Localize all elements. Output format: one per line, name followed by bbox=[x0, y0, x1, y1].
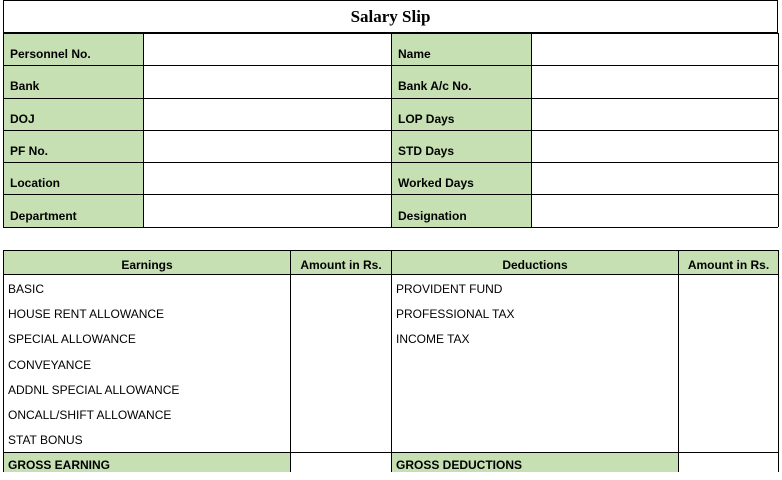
totals-row: GROSS EARNING GROSS DEDUCTIONS bbox=[3, 452, 779, 473]
info-value[interactable] bbox=[532, 97, 779, 130]
earnings-deductions-table: Earnings Amount in Rs. Deductions Amount… bbox=[3, 250, 779, 473]
deductions-header: Deductions bbox=[392, 250, 679, 275]
slip-title: Salary Slip bbox=[350, 6, 431, 26]
earning-item: HOUSE RENT ALLOWANCE bbox=[8, 306, 165, 321]
info-value[interactable] bbox=[144, 129, 392, 163]
info-value[interactable] bbox=[532, 129, 779, 163]
earning-item: CONVEYANCE bbox=[8, 357, 92, 372]
info-label: LOP Days bbox=[392, 97, 532, 130]
deduction-item bbox=[392, 351, 678, 376]
earnings-header: Earnings bbox=[4, 250, 291, 275]
gross-earning-amount[interactable] bbox=[291, 452, 392, 473]
info-label: STD Days bbox=[392, 129, 532, 163]
gross-deductions-amount[interactable] bbox=[679, 452, 779, 473]
info-label: Bank A/c No. bbox=[392, 65, 532, 98]
employee-info-table: Salary Slip Personnel No. Name Bank Bank A/… bbox=[3, 0, 779, 228]
earning-item: ADDNL SPECIAL ALLOWANCE bbox=[8, 382, 180, 397]
info-label: Bank bbox=[4, 65, 144, 98]
info-value[interactable] bbox=[144, 97, 392, 130]
info-grid: Personnel No. Name Bank Bank A/c No. DOJ LOP … bbox=[3, 33, 779, 228]
earning-item: BASIC bbox=[8, 281, 45, 296]
deduction-item bbox=[392, 376, 678, 401]
info-label: Location bbox=[4, 162, 144, 195]
deductions-amount-column bbox=[679, 275, 779, 453]
deduction-item: PROVIDENT FUND bbox=[396, 281, 503, 296]
info-value[interactable] bbox=[532, 33, 779, 66]
info-value[interactable] bbox=[532, 162, 779, 195]
pay-header-row: Earnings Amount in Rs. Deductions Amount… bbox=[3, 250, 779, 275]
deduction-item bbox=[392, 427, 678, 452]
deduction-item: PROFESSIONAL TAX bbox=[396, 306, 515, 321]
slip-title-row: Salary Slip bbox=[3, 0, 778, 33]
info-value[interactable] bbox=[532, 194, 779, 227]
info-label: DOJ bbox=[4, 97, 144, 130]
deduction-item bbox=[392, 401, 678, 426]
info-label: Worked Days bbox=[392, 162, 532, 195]
deductions-column: PROVIDENT FUND PROFESSIONAL TAX INCOME TAX bbox=[392, 275, 679, 453]
info-label: Designation bbox=[392, 194, 532, 227]
deductions-amount-header: Amount in Rs. bbox=[679, 250, 779, 275]
pay-body: BASIC HOUSE RENT ALLOWANCE SPECIAL ALLOWAN… bbox=[3, 275, 779, 453]
gross-earning-label: GROSS EARNING bbox=[4, 452, 291, 473]
info-label: Department bbox=[4, 194, 144, 227]
earning-item: SPECIAL ALLOWANCE bbox=[8, 332, 136, 347]
info-label: Personnel No. bbox=[4, 33, 144, 66]
gross-deductions-label: GROSS DEDUCTIONS bbox=[392, 452, 679, 473]
info-value[interactable] bbox=[144, 194, 392, 227]
earning-item: STAT BONUS bbox=[8, 433, 83, 448]
earning-item: ONCALL/SHIFT ALLOWANCE bbox=[8, 408, 172, 423]
earnings-amount-header: Amount in Rs. bbox=[291, 250, 392, 275]
info-value[interactable] bbox=[532, 65, 779, 98]
info-value[interactable] bbox=[144, 162, 392, 195]
info-value[interactable] bbox=[144, 65, 392, 98]
earnings-amount-column bbox=[291, 275, 392, 453]
deduction-item: INCOME TAX bbox=[396, 332, 470, 347]
info-label: PF No. bbox=[4, 129, 144, 163]
earnings-column: BASIC HOUSE RENT ALLOWANCE SPECIAL ALLOWAN… bbox=[4, 275, 291, 453]
info-label: Name bbox=[392, 33, 532, 66]
info-value[interactable] bbox=[144, 33, 392, 66]
